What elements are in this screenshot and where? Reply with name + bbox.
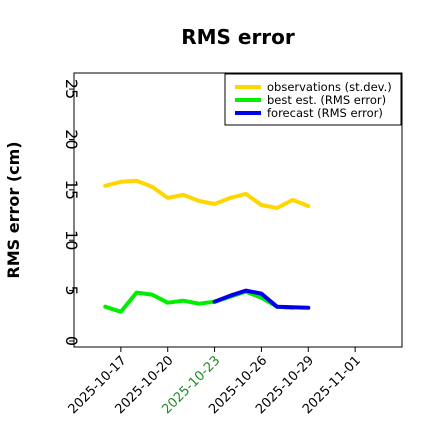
- series-line-2: [103, 289, 295, 314]
- series-line-1: [103, 178, 311, 210]
- plot-frame: [73, 72, 403, 348]
- y-tick-label: 15: [62, 180, 81, 200]
- y-axis-ticks: 0 5 10 15 20 25: [62, 79, 81, 346]
- legend-label: observations (st.dev.): [267, 80, 392, 94]
- series-layer: [103, 178, 311, 314]
- y-tick-label: 10: [62, 230, 81, 250]
- y-tick-label: 0: [62, 336, 81, 346]
- x-axis-ticks: 2025-10-172025-10-202025-10-232025-10-26…: [66, 347, 364, 417]
- y-axis-label: RMS error (cm): [4, 141, 23, 278]
- legend-label: forecast (RMS error): [267, 106, 383, 120]
- y-tick-label: 20: [62, 129, 81, 149]
- y-tick-label: 5: [62, 286, 81, 296]
- series-line-3: [212, 288, 311, 310]
- legend-label: best est. (RMS error): [267, 93, 386, 107]
- legend: observations (st.dev.)best est. (RMS err…: [224, 73, 402, 126]
- y-tick-label: 25: [62, 79, 81, 99]
- chart-title: RMS error: [181, 25, 295, 49]
